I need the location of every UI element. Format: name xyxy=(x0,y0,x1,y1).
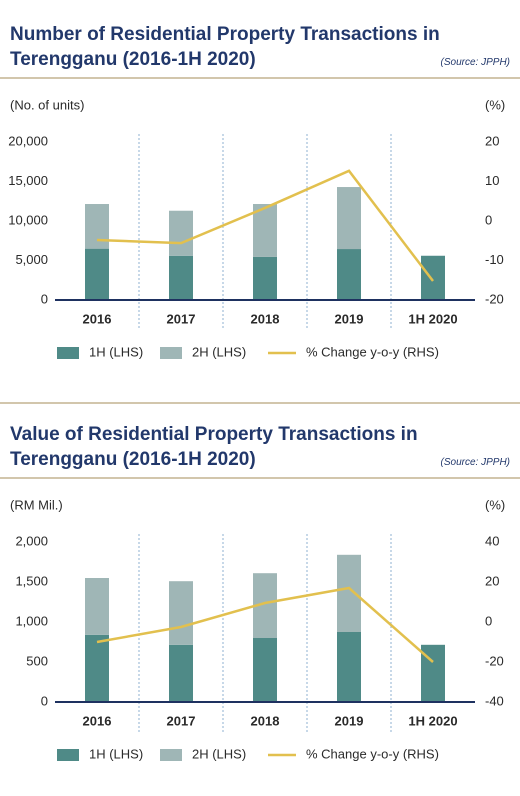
bar xyxy=(85,578,109,635)
y2-tick-label: -10 xyxy=(485,252,504,267)
y2-tick-label: 20 xyxy=(485,573,499,588)
y2-tick-label: 0 xyxy=(485,613,492,628)
y-axis-label: (RM Mil.) xyxy=(10,497,63,512)
x-tick-label: 1H 2020 xyxy=(408,311,457,326)
legend-label: % Change y-o-y (RHS) xyxy=(306,746,439,761)
y-tick-label: 1,000 xyxy=(15,613,48,628)
y2-axis-label: (%) xyxy=(485,497,505,512)
y-axis-label: (No. of units) xyxy=(10,97,84,112)
y-tick-label: 20,000 xyxy=(8,133,48,148)
y2-tick-label: 0 xyxy=(485,212,492,227)
x-tick-label: 2017 xyxy=(167,311,196,326)
bar xyxy=(337,187,361,250)
legend-label: 1H (LHS) xyxy=(89,344,143,359)
bar xyxy=(337,632,361,702)
y-tick-label: 1,500 xyxy=(15,573,48,588)
y-tick-label: 15,000 xyxy=(8,173,48,188)
x-tick-label: 2016 xyxy=(83,311,112,326)
x-tick-label: 1H 2020 xyxy=(408,713,457,728)
y2-tick-label: -20 xyxy=(485,291,504,306)
x-tick-label: 2016 xyxy=(83,713,112,728)
y2-tick-label: -40 xyxy=(485,693,504,708)
bar xyxy=(85,634,109,702)
source-note: (Source: JPPH) xyxy=(440,457,510,468)
legend-swatch xyxy=(57,749,79,761)
x-tick-label: 2017 xyxy=(167,713,196,728)
legend-label: % Change y-o-y (RHS) xyxy=(306,344,439,359)
line xyxy=(96,586,434,663)
bar xyxy=(337,249,361,300)
y2-tick-label: 20 xyxy=(485,133,499,148)
bar xyxy=(253,204,277,257)
bar xyxy=(85,248,109,300)
bar xyxy=(253,256,277,300)
y-tick-label: 500 xyxy=(26,653,48,668)
x-tick-label: 2019 xyxy=(335,311,364,326)
bar xyxy=(169,210,193,256)
legend-swatch xyxy=(160,347,182,359)
bar xyxy=(337,554,361,632)
x-tick-label: 2018 xyxy=(251,713,280,728)
y-tick-label: 0 xyxy=(41,693,48,708)
y2-tick-label: 10 xyxy=(485,173,499,188)
y-tick-label: 2,000 xyxy=(15,533,48,548)
x-tick-label: 2018 xyxy=(251,311,280,326)
legend-label: 2H (LHS) xyxy=(192,344,246,359)
chart-title: Value of Residential Property Transactio… xyxy=(10,424,418,470)
legend-swatch xyxy=(160,749,182,761)
y-tick-label: 5,000 xyxy=(15,252,48,267)
y2-tick-label: 40 xyxy=(485,533,499,548)
source-note: (Source: JPPH) xyxy=(440,57,510,68)
x-tick-label: 2019 xyxy=(335,713,364,728)
bar xyxy=(169,644,193,702)
legend-label: 1H (LHS) xyxy=(89,746,143,761)
chart-title: Number of Residential Property Transacti… xyxy=(10,24,440,70)
legend-label: 2H (LHS) xyxy=(192,746,246,761)
line xyxy=(96,169,434,282)
legend-swatch xyxy=(57,347,79,359)
bar xyxy=(85,204,109,249)
bar xyxy=(169,255,193,300)
y-tick-label: 10,000 xyxy=(8,212,48,227)
bar xyxy=(421,255,445,300)
y-tick-label: 0 xyxy=(41,291,48,306)
y2-axis-label: (%) xyxy=(485,97,505,112)
bar xyxy=(253,638,277,702)
y2-tick-label: -20 xyxy=(485,653,504,668)
bar xyxy=(169,581,193,645)
